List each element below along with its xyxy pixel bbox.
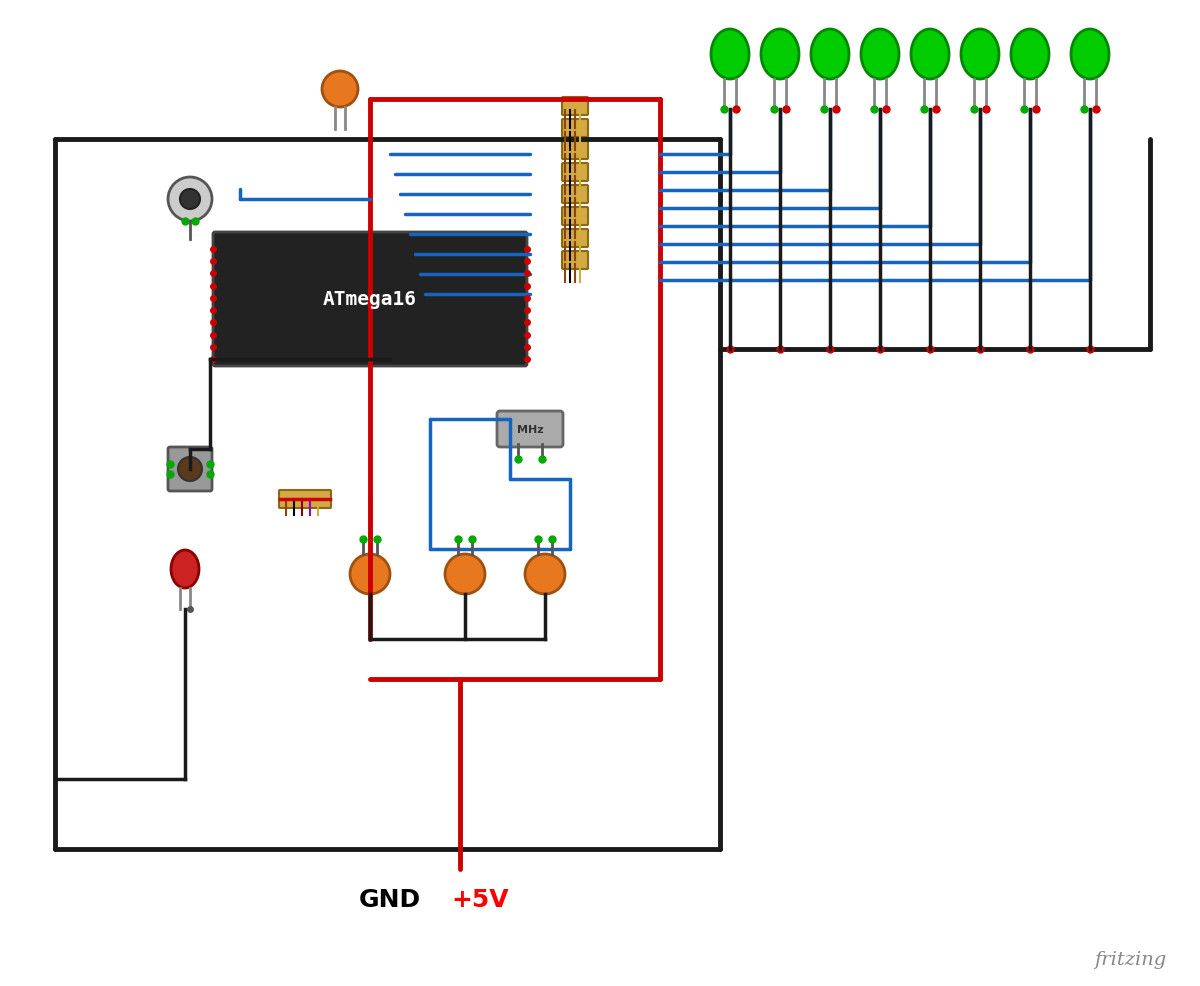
Ellipse shape	[862, 30, 899, 80]
FancyBboxPatch shape	[562, 98, 588, 116]
FancyBboxPatch shape	[562, 120, 588, 138]
FancyBboxPatch shape	[562, 251, 588, 270]
Text: ATmega16: ATmega16	[323, 290, 418, 310]
Circle shape	[350, 554, 390, 595]
Ellipse shape	[172, 550, 199, 589]
Ellipse shape	[911, 30, 949, 80]
Ellipse shape	[961, 30, 1000, 80]
FancyBboxPatch shape	[214, 233, 527, 367]
Text: +5V: +5V	[451, 887, 509, 911]
Circle shape	[180, 190, 200, 210]
Circle shape	[168, 177, 212, 222]
Ellipse shape	[1010, 30, 1049, 80]
FancyBboxPatch shape	[562, 164, 588, 181]
Circle shape	[445, 554, 485, 595]
FancyBboxPatch shape	[562, 142, 588, 160]
Ellipse shape	[712, 30, 749, 80]
FancyBboxPatch shape	[280, 490, 331, 509]
FancyBboxPatch shape	[497, 411, 563, 448]
FancyBboxPatch shape	[562, 208, 588, 226]
FancyBboxPatch shape	[562, 230, 588, 247]
Circle shape	[526, 554, 565, 595]
Ellipse shape	[761, 30, 799, 80]
Circle shape	[178, 458, 202, 481]
Ellipse shape	[811, 30, 850, 80]
Circle shape	[322, 72, 358, 107]
Text: GND: GND	[359, 887, 421, 911]
Ellipse shape	[1072, 30, 1109, 80]
Text: fritzing: fritzing	[1094, 951, 1166, 968]
Text: MHz: MHz	[517, 425, 544, 435]
FancyBboxPatch shape	[168, 448, 212, 491]
FancyBboxPatch shape	[562, 185, 588, 204]
